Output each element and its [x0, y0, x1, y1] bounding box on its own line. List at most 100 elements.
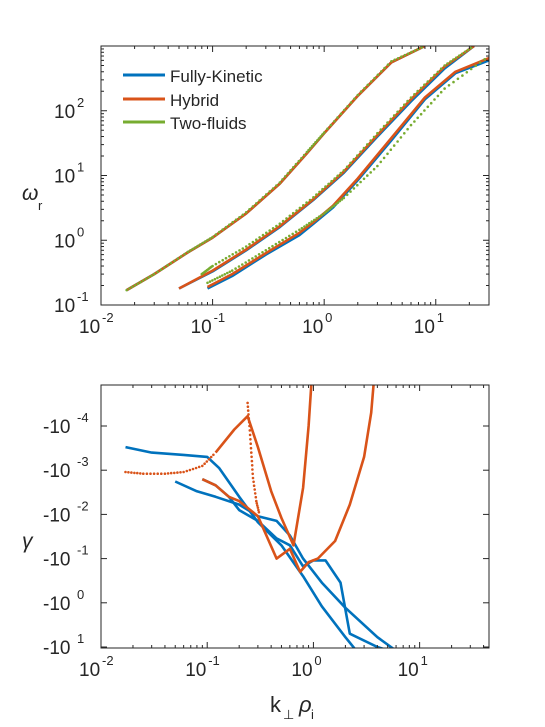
gamma-series-fully-kinetic-1 — [174, 480, 395, 648]
omega-r-point — [241, 247, 245, 250]
omega-r-point — [211, 264, 214, 268]
omega-r-point — [483, 58, 486, 61]
omega-r-point — [163, 266, 166, 269]
omega-r-point — [423, 83, 426, 86]
omega-r-point — [203, 240, 207, 243]
gamma-point — [251, 476, 255, 480]
omega-r-point — [376, 164, 379, 168]
omega-r-point — [308, 198, 312, 202]
omega-r-point — [310, 220, 314, 223]
gamma-xlabel-rho: ρ — [298, 692, 312, 717]
omega-r-point — [303, 225, 306, 228]
omega-r-point — [271, 244, 274, 248]
omega-r-point — [244, 211, 248, 214]
omega-r-point — [406, 99, 409, 103]
omega-r-series-two-fluids-2 — [125, 46, 423, 292]
omega-r-point — [336, 116, 339, 119]
gamma-point — [142, 472, 145, 476]
omega-r-point — [244, 245, 248, 248]
gamma-xtick-label: 10 — [79, 660, 100, 681]
omega-r-point — [362, 146, 366, 150]
omega-r-point — [291, 232, 295, 236]
gamma-axes-box — [100, 384, 490, 649]
omega-r-point — [189, 249, 192, 252]
gamma-point — [179, 471, 182, 474]
gamma-point — [255, 504, 259, 507]
omega-r-point — [461, 74, 464, 77]
gamma-ytick-label: -10 — [43, 505, 70, 526]
omega-r-point — [211, 235, 214, 239]
omega-r-point — [295, 209, 298, 212]
gamma-xtick-label: 10 — [398, 660, 419, 681]
gamma-series-hybrid-6 — [201, 385, 375, 574]
gamma-ytick-label: -10 — [43, 638, 70, 659]
omega-r-point — [156, 270, 159, 274]
omega-r-point — [339, 112, 343, 116]
omega-r-point — [383, 66, 386, 70]
omega-r-point — [316, 139, 319, 142]
gamma-point — [249, 446, 253, 450]
omega-r-point — [130, 285, 134, 289]
gamma-point — [250, 459, 254, 463]
omega-r-xtick-label: 10 — [302, 317, 323, 338]
omega-r-point — [312, 143, 316, 146]
omega-r-point — [433, 98, 436, 101]
omega-r-point — [179, 255, 183, 258]
gamma-point — [173, 471, 176, 475]
omega-r-point — [449, 60, 452, 63]
omega-r-xtick-exp: 1 — [437, 310, 444, 325]
omega-r-point — [382, 156, 386, 160]
omega-r-point — [221, 258, 224, 262]
omega-r-xtick-label: 10 — [414, 317, 435, 338]
omega-r-point — [322, 131, 326, 134]
omega-r-point — [328, 207, 332, 211]
omega-r-point — [286, 172, 290, 175]
omega-r-ytick-exp: 2 — [77, 95, 84, 110]
gamma-series-hybrid-5 — [246, 401, 261, 514]
omega-r-point — [369, 80, 373, 83]
omega-r-point — [333, 177, 337, 180]
omega-r-point — [458, 54, 461, 57]
omega-r-point — [338, 199, 342, 203]
omega-r-point — [452, 58, 455, 61]
gamma-point — [203, 462, 206, 466]
omega-r-point — [288, 214, 292, 218]
omega-r-point — [310, 144, 314, 148]
omega-r-point — [321, 133, 324, 136]
legend-label-hybrid: Hybrid — [170, 91, 219, 110]
omega-r-point — [406, 127, 409, 131]
omega-r-point — [216, 276, 219, 280]
gamma-xtick-label: 10 — [185, 660, 206, 681]
omega-r-point — [133, 284, 137, 287]
omega-r-point — [152, 272, 156, 276]
omega-r-point — [150, 274, 153, 278]
gamma-xlabel: k ⊥ ρ i — [270, 692, 314, 722]
omega-r-point — [373, 76, 376, 80]
omega-r-point — [362, 177, 366, 181]
omega-r-point — [302, 153, 306, 157]
gamma-point — [254, 499, 258, 503]
omega-r-point — [416, 116, 420, 120]
omega-r-point — [372, 167, 376, 171]
omega-r-point — [278, 222, 282, 225]
omega-r-point — [416, 89, 420, 93]
omega-r-point — [305, 201, 308, 204]
omega-r-point — [399, 106, 403, 110]
gamma-point — [185, 469, 189, 473]
gamma-point — [249, 438, 252, 441]
omega-r-point — [326, 127, 329, 131]
gamma-ytick-label: -10 — [43, 550, 70, 571]
omega-r-point — [345, 165, 349, 168]
omega-r-point — [372, 135, 376, 139]
omega-r-point — [332, 204, 336, 207]
gamma-point — [252, 484, 256, 488]
omega-r-point — [271, 187, 275, 190]
omega-r-point — [369, 171, 373, 174]
omega-r-point — [302, 204, 305, 207]
omega-r-point — [340, 198, 344, 201]
omega-r-point — [298, 206, 302, 210]
omega-r-point — [315, 217, 319, 220]
omega-r-point — [173, 259, 176, 263]
omega-r-point — [313, 218, 316, 222]
omega-r-point — [213, 277, 217, 281]
